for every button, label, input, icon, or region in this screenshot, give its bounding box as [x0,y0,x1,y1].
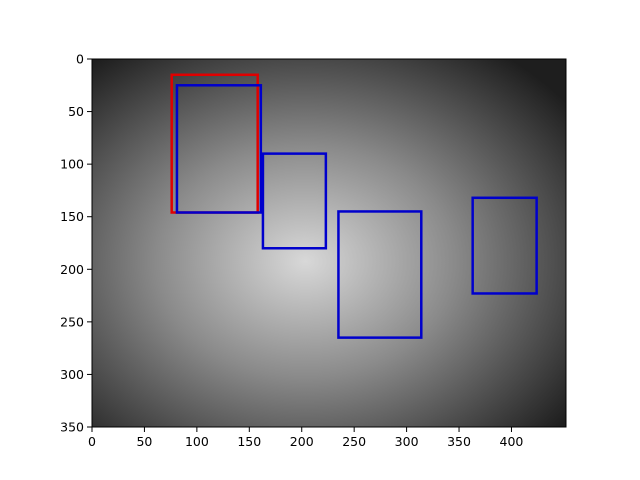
x-tick-label: 400 [500,434,524,449]
x-tick-label: 200 [290,434,314,449]
y-tick-label: 200 [60,262,84,277]
x-tick-label: 50 [136,434,152,449]
y-tick-label: 100 [60,157,84,172]
bounding-box [175,84,263,214]
bounding-box [261,152,328,250]
x-tick-label: 300 [395,434,419,449]
photo [92,59,566,427]
y-tick-label: 250 [60,314,84,329]
x-tick-label: 350 [447,434,471,449]
x-tick-label: 150 [237,434,261,449]
x-tick-label: 250 [342,434,366,449]
bounding-box [471,196,538,295]
y-tick-label: 50 [68,104,84,119]
y-tick-label: 300 [60,367,84,382]
y-tick-label: 350 [60,420,84,435]
y-tick-label: 0 [76,52,84,67]
y-tick-label: 150 [60,209,84,224]
axes-frame [91,58,567,428]
x-tick-label: 100 [185,434,209,449]
x-tick-label: 0 [88,434,96,449]
bounding-box [337,210,423,339]
